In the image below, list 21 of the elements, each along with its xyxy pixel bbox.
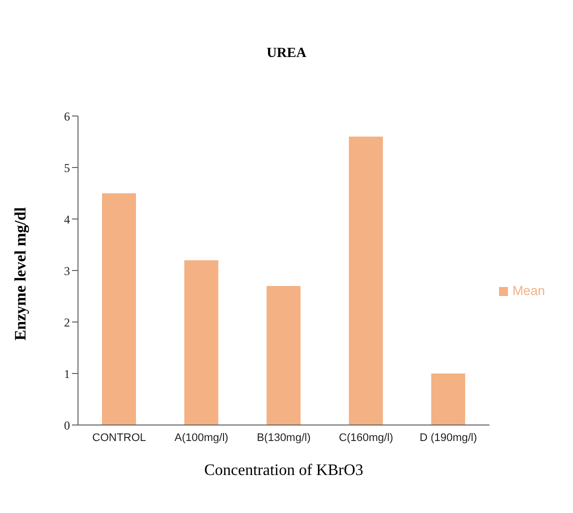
y-tick-label: 5	[64, 160, 70, 175]
x-tick-label: D (190mg/l)	[420, 432, 478, 444]
y-tick-label: 6	[64, 109, 70, 124]
y-tick-label: 3	[64, 264, 70, 278]
bar	[266, 286, 301, 425]
y-tick-label: 4	[64, 212, 70, 226]
y-tick-label: 1	[64, 366, 70, 381]
chart-title: UREA	[266, 45, 308, 63]
x-tick-label: C(160mg/l)	[338, 432, 394, 444]
bar	[431, 374, 466, 425]
x-tick-label: B(130mg/l)	[256, 432, 311, 444]
y-tick-label: 0	[64, 418, 70, 432]
legend-label: Mean	[512, 283, 545, 298]
x-tick-label: A(100mg/l)	[174, 432, 228, 444]
bar	[348, 136, 383, 425]
x-tick-label: CONTROL	[92, 432, 146, 444]
y-tick-label: 2	[64, 315, 70, 330]
bar	[184, 260, 218, 425]
x-axis-title: Concentration of KBrO3	[204, 462, 364, 479]
y-axis-title: Enzyme level mg/dl	[12, 206, 30, 340]
bar	[102, 193, 136, 425]
